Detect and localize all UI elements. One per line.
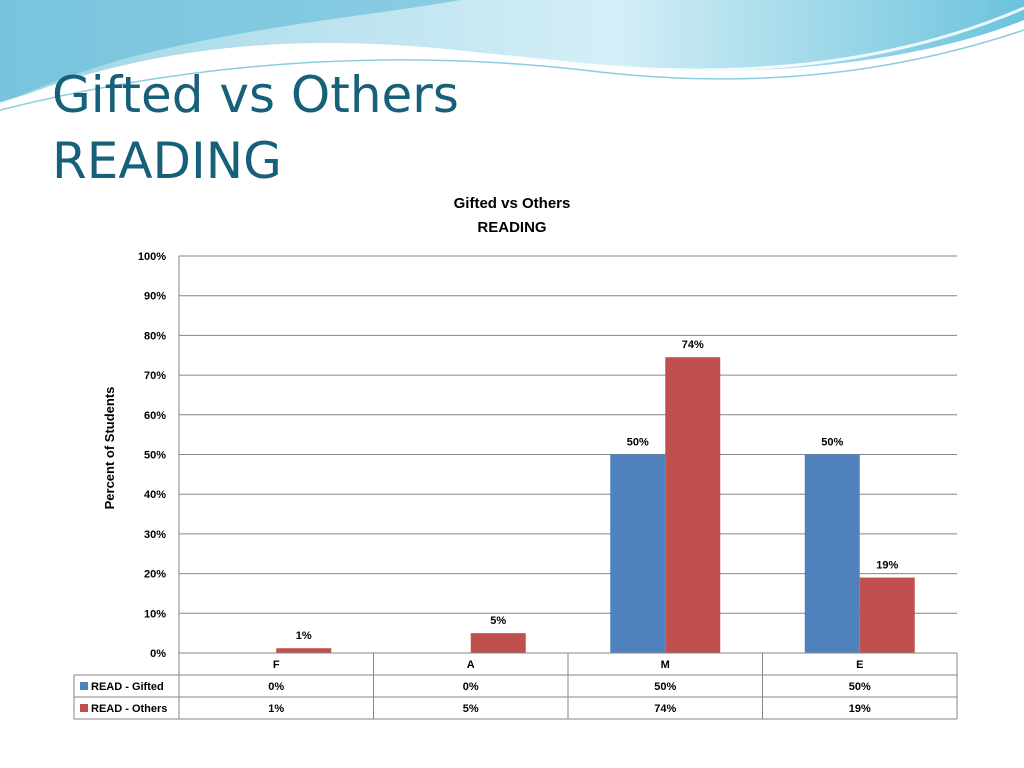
header-wave-decoration (0, 0, 1024, 111)
bar-others-M (665, 357, 721, 653)
y-tick-label: 70% (144, 370, 166, 382)
data-label: 50% (821, 437, 843, 449)
table-cell: 50% (849, 681, 871, 693)
table-cell: 74% (654, 703, 676, 715)
slide-title-line2: READING (52, 132, 282, 190)
bar-gifted-E (804, 454, 860, 653)
y-tick-label: 50% (144, 450, 166, 462)
table-cell: 0% (463, 681, 479, 693)
table-cell: 19% (849, 703, 871, 715)
bar-others-E (859, 577, 915, 653)
table-cell: 50% (654, 681, 676, 693)
y-tick-label: 10% (144, 608, 166, 620)
table-cell: 1% (268, 703, 284, 715)
legend-swatch (80, 682, 88, 690)
y-tick-label: 0% (150, 648, 166, 660)
chart-title-line2: READING (477, 219, 546, 236)
table-cell: 5% (463, 703, 479, 715)
data-label: 50% (627, 437, 649, 449)
legend-label: READ - Others (91, 703, 167, 715)
y-axis-label: Percent of Students (102, 387, 117, 510)
y-tick-label: 100% (138, 251, 166, 263)
legend-label: READ - Gifted (91, 681, 164, 693)
bar-others-A (470, 633, 526, 653)
x-tick-label: F (273, 659, 280, 671)
y-tick-label: 90% (144, 291, 166, 303)
x-tick-label: E (856, 659, 863, 671)
chart-title-line1: Gifted vs Others (454, 195, 571, 212)
data-label: 19% (876, 560, 898, 572)
y-tick-label: 60% (144, 410, 166, 422)
table-cell: 0% (268, 681, 284, 693)
x-tick-label: M (661, 659, 670, 671)
slide-title: Gifted vs Others READING (52, 62, 459, 194)
y-tick-label: 20% (144, 569, 166, 581)
y-tick-label: 80% (144, 330, 166, 342)
x-tick-label: A (467, 659, 475, 671)
data-label: 5% (490, 615, 506, 627)
data-label: 74% (682, 339, 704, 351)
bar-others-F (276, 648, 332, 653)
slide-title-line1: Gifted vs Others (52, 66, 459, 124)
bar-gifted-M (610, 454, 666, 653)
legend-swatch (80, 704, 88, 712)
y-tick-label: 30% (144, 529, 166, 541)
y-tick-label: 40% (144, 489, 166, 501)
data-label: 1% (296, 630, 312, 642)
